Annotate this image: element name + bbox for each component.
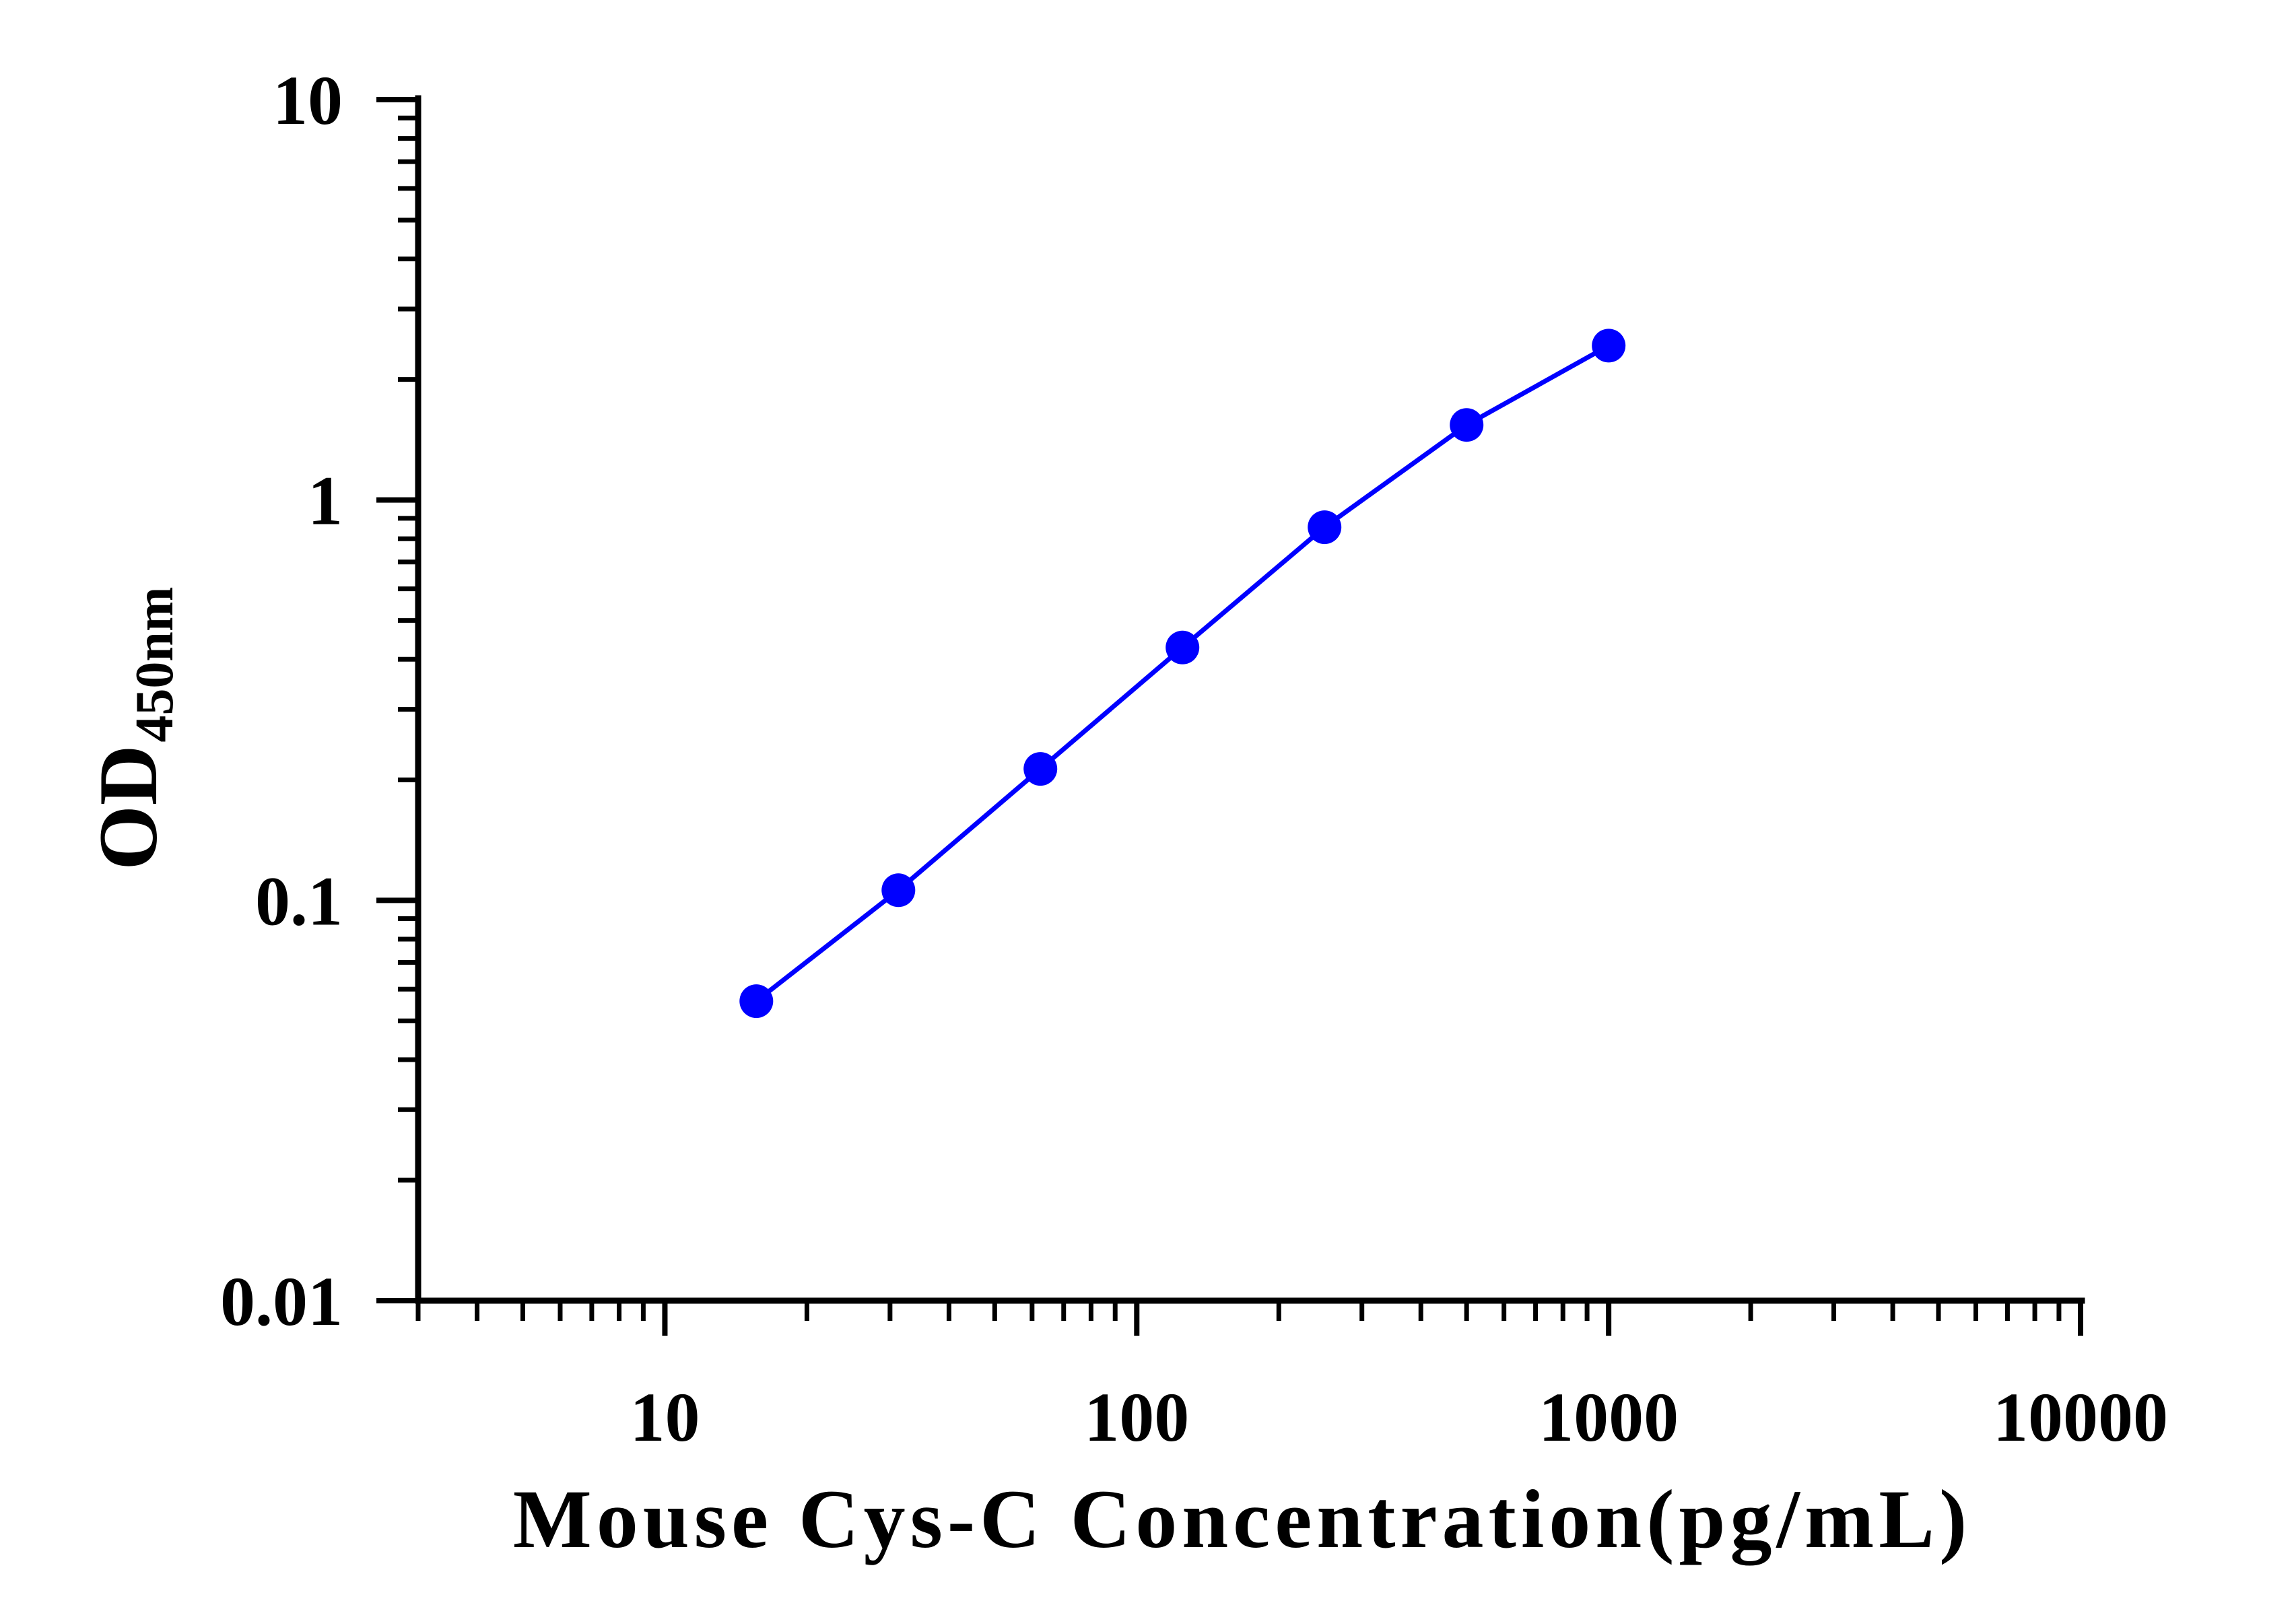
x-tick-label: 100 bbox=[1084, 1379, 1189, 1456]
data-point bbox=[1023, 752, 1058, 786]
y-axis-title-main: OD bbox=[82, 745, 174, 870]
data-point bbox=[1166, 630, 1200, 664]
series-line bbox=[755, 343, 1610, 1003]
data-point bbox=[739, 984, 774, 1019]
data-point bbox=[881, 873, 916, 908]
y-tick-label: 0.1 bbox=[255, 862, 343, 940]
x-axis-title: Mouse Cys-C Concentration(pg/mL) bbox=[513, 1473, 1972, 1566]
y-tick-label: 1 bbox=[308, 463, 343, 540]
series-layer bbox=[739, 329, 1626, 1019]
y-axis-title: OD 450nm bbox=[82, 586, 184, 870]
axes: 10 100 1000 10000 0.01 0.1 1 10 bbox=[220, 62, 2168, 1456]
x-tick-label: 10000 bbox=[1993, 1379, 2168, 1456]
y-axis-title-subscript: 450nm bbox=[125, 586, 184, 742]
x-tick-label: 1000 bbox=[1539, 1379, 1679, 1456]
x-tick-label: 10 bbox=[630, 1379, 700, 1456]
data-point bbox=[1450, 408, 1484, 442]
data-point bbox=[1308, 510, 1342, 545]
y-tick-label: 0.01 bbox=[220, 1263, 343, 1340]
y-tick-label: 10 bbox=[273, 62, 343, 139]
data-point bbox=[1592, 329, 1626, 363]
